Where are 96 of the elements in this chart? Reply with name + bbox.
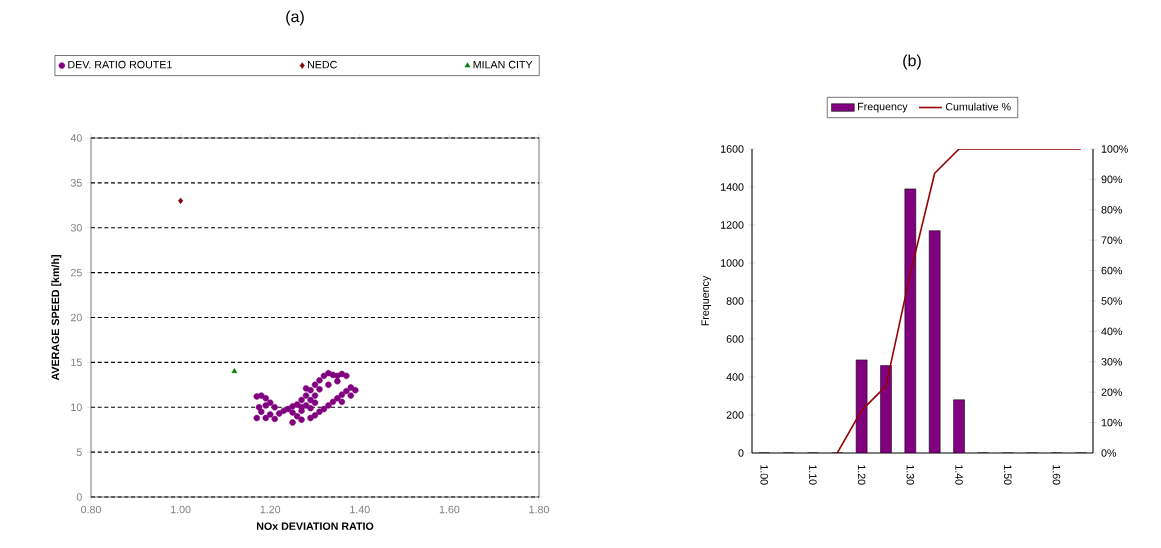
- point: [262, 402, 269, 409]
- x-tick-label: 1.80: [529, 505, 549, 514]
- y-tick-label: 1000: [721, 259, 744, 267]
- x-tick-label: 1.20: [857, 465, 866, 485]
- y-tick-label: 0: [76, 493, 82, 501]
- point: [352, 386, 359, 394]
- x-tick-label: 1.40: [350, 505, 370, 514]
- x-tick-label: 1.30: [906, 465, 915, 485]
- x-tick-label: 1.60: [439, 505, 460, 514]
- y-axis-title: AVERAGE SPEED [km/h]: [51, 255, 62, 381]
- y-tick-label: 5: [76, 448, 82, 456]
- y-tick-label: 200: [726, 411, 744, 419]
- point: [325, 381, 332, 388]
- point: [311, 392, 319, 399]
- point: [343, 372, 350, 380]
- point: [320, 372, 328, 380]
- x-axis-title: NOx DEVIATION RATIO: [256, 522, 374, 530]
- point: [334, 395, 341, 402]
- point: [334, 378, 341, 385]
- x-tick-label: 1.00: [760, 465, 768, 485]
- y-tick-label: 10: [71, 403, 82, 412]
- y-axis-title: Frequency: [701, 275, 712, 326]
- point: [178, 197, 184, 205]
- legend-label: NEDC: [307, 60, 337, 69]
- point: [311, 381, 319, 388]
- chart-title: (b): [903, 54, 921, 70]
- point: [293, 413, 301, 420]
- point: [258, 408, 265, 415]
- bar: [928, 230, 941, 453]
- y2-tick-label: 70%: [1101, 236, 1123, 244]
- y-tick-label: 20: [70, 313, 82, 322]
- y-tick-label: 1200: [721, 221, 744, 229]
- y-tick-label: 1600: [721, 145, 744, 153]
- y2-tick-label: 40%: [1101, 327, 1123, 336]
- point: [302, 392, 310, 399]
- y-tick-label: 15: [71, 358, 82, 367]
- point: [320, 405, 328, 413]
- point: [271, 415, 278, 423]
- point: [316, 386, 323, 393]
- point: [298, 416, 305, 423]
- y-tick-label: 25: [70, 268, 82, 277]
- point: [325, 402, 332, 409]
- point: [329, 398, 337, 406]
- point: [311, 412, 319, 419]
- x-tick-label: 1.40: [955, 465, 963, 485]
- point: [267, 411, 274, 418]
- point: [316, 377, 323, 384]
- y2-tick-label: 60%: [1101, 266, 1123, 275]
- point: [307, 404, 314, 412]
- y2-tick-label: 50%: [1101, 297, 1123, 305]
- point: [302, 385, 310, 392]
- y-tick-label: 1400: [721, 183, 744, 191]
- point: [298, 396, 305, 404]
- y2-tick-label: 90%: [1101, 175, 1123, 184]
- point: [289, 409, 296, 416]
- legend-label: Frequency: [858, 102, 908, 113]
- point: [231, 368, 238, 374]
- point: [289, 419, 296, 426]
- x-tick-label: 1.60: [1052, 465, 1061, 485]
- point: [275, 410, 283, 417]
- y2-tick-label: 20%: [1101, 388, 1123, 396]
- point: [271, 404, 278, 411]
- point: [347, 392, 355, 399]
- point: [262, 414, 269, 422]
- x-tick-label: 1.00: [171, 505, 191, 514]
- point: [343, 387, 350, 395]
- legend-label: MILAN CITY: [473, 60, 533, 69]
- point: [284, 405, 292, 413]
- y-tick-label: 40: [70, 134, 82, 142]
- point: [307, 396, 314, 404]
- point: [316, 408, 323, 415]
- chart-title: (a): [286, 10, 304, 26]
- y-tick-label: 800: [726, 297, 744, 305]
- y-tick-label: 0: [738, 449, 744, 457]
- x-tick-label: 1.20: [260, 505, 281, 514]
- legend-label: Cumulative %: [945, 102, 1011, 111]
- point: [307, 414, 314, 422]
- legend-label: DEV. RATIO ROUTE1: [68, 60, 172, 69]
- point: [338, 391, 346, 398]
- y-tick-label: 600: [726, 335, 744, 343]
- y2-tick-label: 80%: [1101, 206, 1123, 214]
- point: [262, 395, 269, 402]
- x-tick-label: 1.10: [809, 465, 817, 485]
- y2-tick-label: 10%: [1101, 418, 1123, 427]
- y2-tick-label: 100%: [1101, 145, 1128, 153]
- point: [298, 404, 305, 411]
- y2-tick-label: 30%: [1101, 358, 1123, 366]
- y2-tick-label: 0%: [1101, 449, 1117, 457]
- x-tick-label: 1.50: [1003, 465, 1012, 485]
- point: [338, 398, 346, 406]
- point: [253, 414, 260, 422]
- y-tick-label: 400: [726, 373, 744, 381]
- x-tick-label: 0.80: [81, 505, 101, 514]
- point: [311, 399, 319, 406]
- y-tick-label: 30: [70, 223, 82, 232]
- y-tick-label: 35: [70, 179, 82, 187]
